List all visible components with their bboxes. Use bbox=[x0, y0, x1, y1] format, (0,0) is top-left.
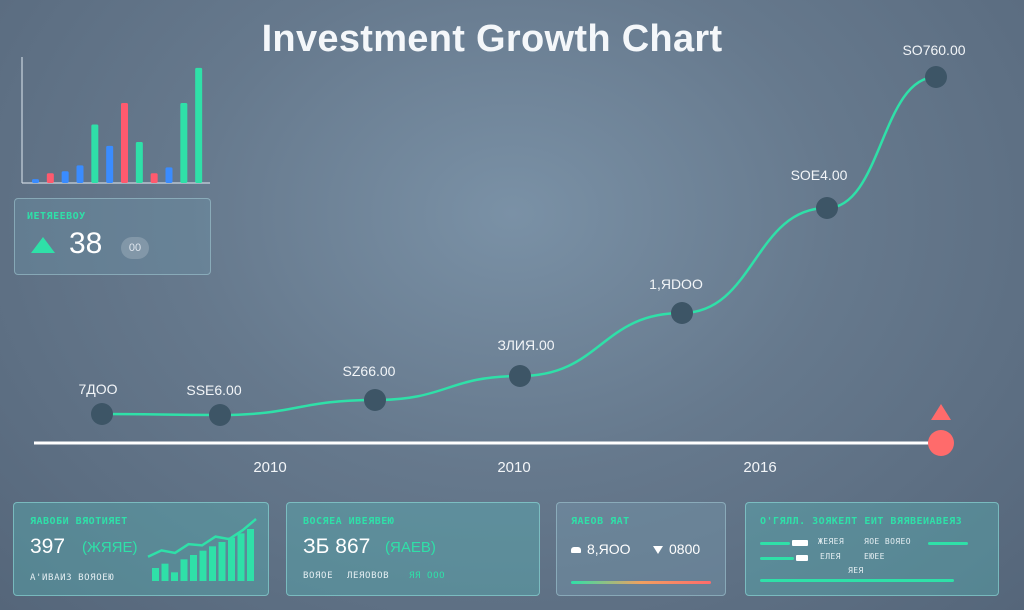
panel-1-value: 397 bbox=[30, 535, 66, 558]
kpi-label: ИЕТЯЕЕВОУ bbox=[27, 211, 86, 222]
spark-bar bbox=[247, 529, 254, 581]
panel-4-row-1: ЖЕЯЕЯ ЯОЕ ВОЯЕО bbox=[760, 537, 984, 551]
mini-bar bbox=[165, 167, 173, 183]
panel-3-item-1: 8,ЯОО bbox=[571, 541, 631, 557]
up-arrow-icon bbox=[31, 237, 55, 253]
trend-line bbox=[147, 518, 257, 558]
spark-bar bbox=[199, 550, 207, 581]
kpi-badge: 00 bbox=[121, 237, 149, 259]
panel-3-item-2-value: 0800 bbox=[669, 541, 701, 557]
data-point bbox=[925, 66, 947, 88]
panel-2-footer-sub: ЛЕЯОВОВ bbox=[347, 571, 390, 581]
mini-bar-chart bbox=[21, 57, 210, 184]
panel-1-footer: А'ИВАИЗ ВОЯОЕЮ bbox=[30, 573, 115, 583]
summary-panel-2[interactable]: ВОСЯЕА ИВЕЯВЕЮ ЗБ 867 (ЯАЕВ) ВОЯОЕ ЛЕЯОВ… bbox=[286, 502, 540, 596]
panel-1-label: ЯАВОБИ ВЯОТИЯЕТ bbox=[30, 516, 128, 527]
data-point bbox=[209, 404, 231, 426]
mini-bar bbox=[135, 142, 143, 183]
panel-2-label: ВОСЯЕА ИВЕЯВЕЮ bbox=[303, 516, 395, 527]
panel-3-item-2: 0800 bbox=[653, 541, 700, 557]
spark-bar bbox=[180, 559, 188, 581]
data-point bbox=[671, 302, 693, 324]
mini-bar bbox=[195, 67, 203, 183]
data-point bbox=[509, 365, 531, 387]
kpi-value: 38 bbox=[69, 227, 103, 260]
panel-3-gradient-bar bbox=[571, 581, 711, 584]
mini-bar bbox=[150, 173, 158, 183]
spark-bar bbox=[190, 555, 197, 581]
summary-panel-4[interactable]: О'ГЯЛЛ. ЗОЯКЕЛТ ЕИТ ВЯЯВЕИАВЕЯЗ ЖЕЯЕЯ ЯО… bbox=[745, 502, 999, 596]
data-label: 1,ЯDOO bbox=[649, 276, 703, 292]
mini-bar bbox=[76, 165, 84, 183]
chart-title: Investment Growth Chart bbox=[261, 18, 723, 60]
data-label: ЗЛИЯ.00 bbox=[497, 337, 554, 353]
spark-bar bbox=[161, 563, 169, 581]
data-label: SO760.00 bbox=[902, 42, 965, 58]
down-arrow-icon bbox=[653, 546, 663, 555]
data-label: SZ66.00 bbox=[343, 363, 396, 379]
panel-3-item-1-value: 8,ЯОО bbox=[587, 541, 631, 557]
panel-4-label: О'ГЯЛЛ. ЗОЯКЕЛТ ЕИТ ВЯЯВЕИАВЕЯЗ bbox=[760, 516, 963, 527]
investment-line-chart: 7ДОО SSE6.00 SZ66.00 ЗЛИЯ.00 1,ЯDOO SOE4.00 SO… bbox=[78, 42, 966, 476]
data-label: SOE4.00 bbox=[791, 167, 848, 183]
spark-bar bbox=[152, 568, 159, 581]
panel-2-footer-green: ЯЯ ООО bbox=[409, 571, 446, 581]
data-point bbox=[816, 197, 838, 219]
spark-bar bbox=[237, 533, 245, 581]
spark-bar bbox=[228, 537, 235, 581]
panel-4-row-3: ЯЕЯ bbox=[760, 566, 984, 583]
data-point bbox=[91, 403, 113, 425]
mini-bar bbox=[121, 102, 128, 183]
spark-bar bbox=[171, 572, 178, 581]
kpi-card[interactable]: ИЕТЯЕЕВОУ 38 00 bbox=[14, 198, 211, 275]
summary-panel-3[interactable]: ЯАЕОВ ЯАТ 8,ЯОО 0800 bbox=[556, 502, 726, 596]
data-label: SSE6.00 bbox=[186, 382, 241, 398]
data-point bbox=[364, 389, 386, 411]
panel-4-row-2: ЕЛЕЯ ЕЮЕЕ bbox=[760, 552, 984, 566]
panel-2-value: ЗБ 867 bbox=[303, 535, 371, 558]
mini-bar bbox=[106, 145, 114, 183]
panel-2-footer: ВОЯОЕ bbox=[303, 571, 334, 581]
growth-line bbox=[101, 75, 937, 417]
summary-panel-1[interactable]: ЯАВОБИ ВЯОТИЯЕТ 397 (ЖЯЯЕ) А'ИВАИЗ ВОЯОЕ… bbox=[13, 502, 269, 596]
panel-1-sub: (ЖЯЯЕ) bbox=[82, 539, 138, 556]
data-label: 7ДОО bbox=[78, 381, 117, 397]
spark-bar bbox=[209, 546, 216, 581]
mini-bar bbox=[46, 173, 54, 183]
panel-1-sparkline bbox=[147, 518, 257, 581]
boat-icon bbox=[571, 547, 581, 554]
panel-2-sub: (ЯАЕВ) bbox=[385, 539, 436, 556]
end-marker bbox=[928, 430, 954, 456]
spark-bar bbox=[218, 542, 226, 581]
up-arrow-icon bbox=[931, 404, 951, 420]
x-tick-label: 2010 bbox=[497, 459, 530, 476]
mini-bar bbox=[91, 124, 99, 183]
mini-bar bbox=[61, 171, 69, 183]
mini-bar bbox=[32, 179, 39, 183]
mini-bar bbox=[180, 102, 188, 183]
panel-3-label: ЯАЕОВ ЯАТ bbox=[571, 516, 630, 527]
x-tick-label: 2016 bbox=[743, 459, 776, 476]
x-tick-label: 2010 bbox=[253, 459, 286, 476]
